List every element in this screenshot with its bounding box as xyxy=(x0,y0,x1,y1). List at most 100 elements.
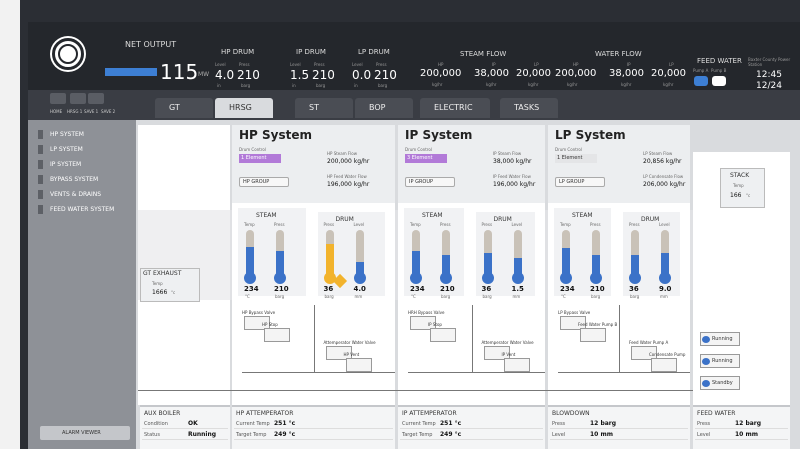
drum-control-label: Drum Control xyxy=(555,147,582,152)
valve-box[interactable] xyxy=(264,328,290,342)
sidebar-item[interactable]: HP SYSTEM xyxy=(50,131,84,138)
steam-flow-label: IP Steam Flow xyxy=(493,151,522,156)
tab-label[interactable]: GT xyxy=(169,103,180,112)
group-label[interactable]: HP GROUP xyxy=(243,179,270,185)
tab[interactable] xyxy=(420,98,490,118)
gauge-unit: barg xyxy=(591,294,601,299)
steam-flow-value: 38,000 kg/hr xyxy=(493,158,532,165)
group-button[interactable] xyxy=(405,177,455,187)
gauge-label: Press xyxy=(590,222,601,227)
pump-box[interactable] xyxy=(700,354,740,368)
clock-label: Baxter County Power Station xyxy=(748,57,791,67)
sidebar-item[interactable]: FEED WATER SYSTEM xyxy=(50,206,115,213)
gauge-fill xyxy=(562,248,570,276)
flow-label: HP xyxy=(438,62,444,67)
sidebar-marker xyxy=(38,205,43,214)
valve-box[interactable] xyxy=(560,316,586,330)
system-title: LP System xyxy=(555,128,626,142)
flow-unit: kg/hr xyxy=(432,82,443,87)
gauge-title: DRUM xyxy=(335,216,354,223)
alarm-button[interactable] xyxy=(40,426,130,440)
nav-crumb[interactable]: SAVE 2 xyxy=(101,109,116,114)
sidebar-marker xyxy=(38,130,43,139)
gt-exhaust-title: GT EXHAUST xyxy=(143,270,182,277)
gauge-bulb xyxy=(511,272,524,284)
system-title: HP System xyxy=(239,128,313,142)
tab[interactable] xyxy=(155,98,213,118)
nav-button[interactable] xyxy=(88,93,104,104)
nav-crumb[interactable]: HOME xyxy=(50,109,63,114)
valve-box[interactable] xyxy=(410,316,436,330)
sidebar-item[interactable]: VENTS & DRAINS xyxy=(50,191,102,198)
level-label: Level xyxy=(215,62,226,67)
sidebar-item[interactable]: LP SYSTEM xyxy=(50,146,83,153)
row-line xyxy=(142,439,228,440)
gauge-bulb xyxy=(659,272,671,284)
valve-box[interactable] xyxy=(430,328,456,342)
level-unit: in xyxy=(354,83,358,88)
feed-flow-value: 196,000 kg/hr xyxy=(493,181,536,188)
tab-label[interactable]: HRSG xyxy=(229,103,252,112)
pipe xyxy=(408,372,545,373)
tab[interactable] xyxy=(215,98,273,118)
row-label: Current Temp xyxy=(236,421,270,427)
valve-box[interactable] xyxy=(345,358,372,372)
drum-control-value: 1 Element xyxy=(557,155,583,161)
gauge-unit: barg xyxy=(275,294,285,299)
valve-box[interactable] xyxy=(325,346,352,360)
nav-crumb[interactable]: SAVE 1 xyxy=(84,109,99,114)
press-label: Press xyxy=(314,62,325,67)
tab[interactable] xyxy=(355,98,413,118)
row-value: Running xyxy=(188,431,217,438)
level-unit: in xyxy=(292,83,296,88)
pump-box[interactable] xyxy=(700,332,740,346)
gauge-label: Level xyxy=(511,222,523,227)
nav-crumb[interactable]: HRSG 1 xyxy=(67,109,83,114)
drum-press: 210 xyxy=(374,68,397,82)
row-value: 251 °c xyxy=(274,420,296,427)
group-button[interactable] xyxy=(555,177,605,187)
gauge-unit: mm xyxy=(660,294,668,299)
tab-label[interactable]: ELECTRIC xyxy=(434,103,473,112)
valve-box[interactable] xyxy=(580,328,606,342)
alarm-label[interactable]: ALARM VIEWER xyxy=(62,430,101,436)
tab-label[interactable]: BOP xyxy=(369,103,386,112)
row-label: Level xyxy=(552,432,566,438)
valve-box[interactable] xyxy=(483,346,510,360)
level-label: Level xyxy=(290,62,301,67)
tab[interactable] xyxy=(295,98,353,118)
gauge-unit: barg xyxy=(441,294,451,299)
pipe xyxy=(558,372,690,373)
gauge-fill xyxy=(483,253,492,276)
pump-box[interactable] xyxy=(700,376,740,390)
sidebar-item[interactable]: IP SYSTEM xyxy=(50,161,82,168)
bottom-title: HP ATTEMPERATOR xyxy=(236,410,294,417)
flow-label: LP xyxy=(669,62,674,67)
valve-box[interactable] xyxy=(631,346,657,360)
flow-label: HP xyxy=(573,62,579,67)
nav-button[interactable] xyxy=(50,93,66,104)
flow-label: IP xyxy=(492,62,496,67)
group-button[interactable] xyxy=(239,177,289,187)
feed-water-title: FEED WATER xyxy=(697,57,742,65)
gauge-label: Level xyxy=(659,222,670,227)
sidebar-marker xyxy=(38,175,43,184)
gauge-tube xyxy=(355,230,364,276)
pump-icon xyxy=(702,336,710,343)
sidebar-item[interactable]: BYPASS SYSTEM xyxy=(50,176,99,183)
bottom-panel xyxy=(232,405,395,449)
drum-control-value: 3 Element xyxy=(407,155,433,161)
gauge-unit: barg xyxy=(482,294,492,299)
tab-label[interactable]: TASKS xyxy=(514,103,540,112)
nav-button[interactable] xyxy=(70,93,86,104)
row-line xyxy=(695,428,788,429)
tab[interactable] xyxy=(500,98,558,118)
gauge-fill xyxy=(442,255,450,276)
group-label[interactable]: IP GROUP xyxy=(409,179,434,185)
valve-box[interactable] xyxy=(244,316,270,330)
valve-box[interactable] xyxy=(503,358,530,372)
row-label: Level xyxy=(697,432,711,438)
valve-box[interactable] xyxy=(651,358,677,372)
group-label[interactable]: LP GROUP xyxy=(559,179,585,185)
tab-label[interactable]: ST xyxy=(309,103,319,112)
